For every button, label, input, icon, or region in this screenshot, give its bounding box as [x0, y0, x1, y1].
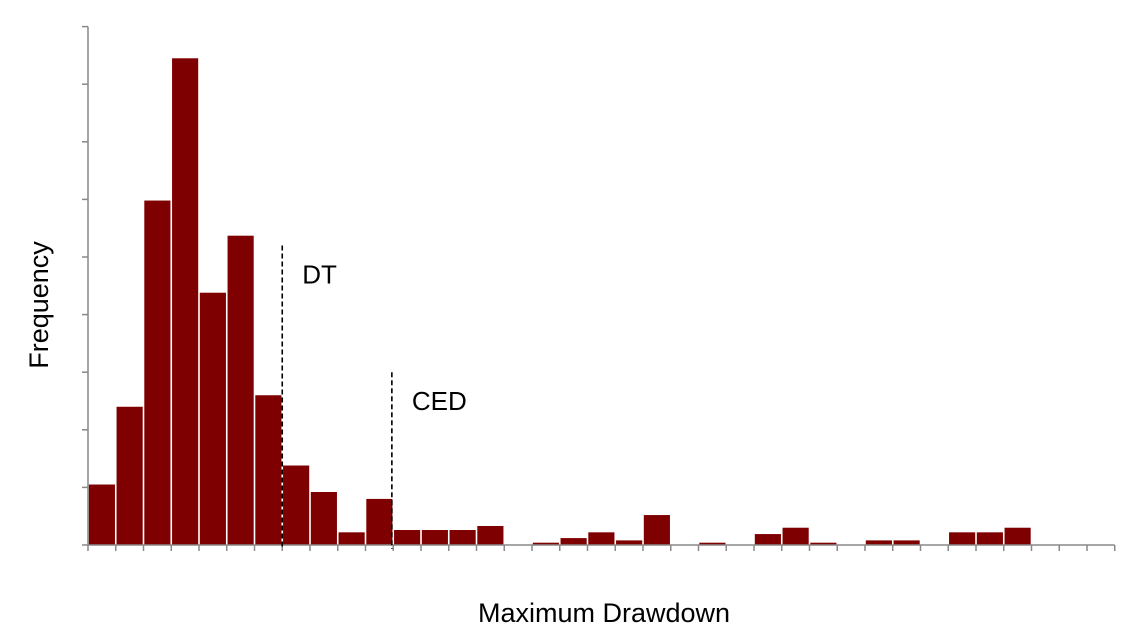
- histogram-bar: [477, 525, 504, 545]
- histogram-bar: [532, 542, 559, 545]
- annotation-label-dt: DT: [302, 259, 337, 289]
- histogram-bar: [338, 532, 365, 545]
- histogram-bar: [810, 542, 837, 545]
- bars-group: [88, 58, 1031, 546]
- histogram-bar: [449, 530, 476, 545]
- histogram-bar: [976, 532, 1003, 545]
- histogram-bar: [283, 465, 310, 545]
- histogram-bar: [310, 492, 337, 545]
- histogram-bar: [893, 540, 920, 545]
- histogram-bar: [172, 58, 199, 545]
- histogram-bar: [1004, 527, 1031, 545]
- histogram-bar: [616, 540, 643, 545]
- histogram-bar: [227, 235, 254, 545]
- histogram-bar: [366, 498, 393, 545]
- histogram-bar: [588, 532, 615, 545]
- x-axis-title: Maximum Drawdown: [478, 598, 730, 628]
- histogram-bar: [754, 534, 781, 545]
- histogram-bar: [255, 395, 282, 545]
- histogram-bar: [560, 538, 587, 545]
- histogram-bar: [782, 527, 809, 545]
- annotation-label-ced: CED: [412, 386, 467, 416]
- histogram-bar: [144, 200, 171, 546]
- histogram-bar: [643, 515, 670, 545]
- histogram-bar: [88, 484, 115, 545]
- histogram-bar: [199, 292, 226, 545]
- annotations-group: DT CED: [281, 245, 467, 549]
- y-axis-title: Frequency: [24, 241, 54, 369]
- histogram-bar: [865, 540, 892, 545]
- axes-group: [82, 25, 1116, 551]
- histogram-bar: [116, 406, 143, 545]
- histogram-bar: [421, 530, 448, 545]
- histogram-bar: [394, 530, 421, 545]
- histogram-bar: [699, 542, 726, 545]
- y-ticks: [82, 25, 88, 546]
- histogram-bar: [949, 532, 976, 545]
- x-ticks: [87, 545, 1116, 551]
